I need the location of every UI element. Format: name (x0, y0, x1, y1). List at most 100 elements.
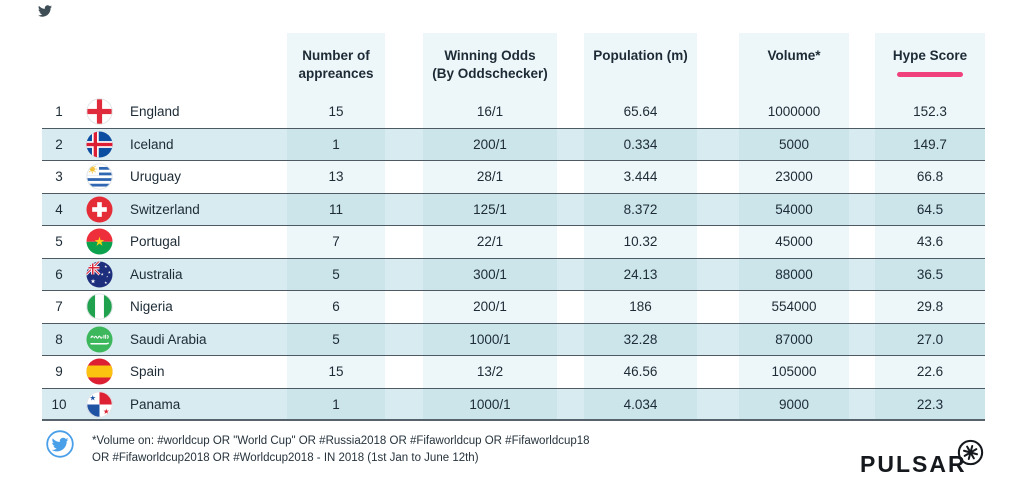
saudi-arabia-flag-icon (85, 324, 113, 355)
odds-cell: 28/1 (476, 169, 504, 184)
country-cell: Saudi Arabia (130, 331, 207, 347)
footnote-line: *Volume on: #worldcup OR "World Cup" OR … (92, 435, 590, 447)
volume-cell: 9000 (778, 396, 810, 412)
appearances-cell: 1 (332, 396, 340, 412)
rank-cell: 4 (55, 201, 63, 217)
column-header-hype: Hype Score (875, 47, 985, 65)
appearances-cell: 15 (328, 364, 344, 379)
hype-cell: 152.3 (913, 104, 947, 119)
population-cell: 24.13 (623, 266, 658, 282)
pulsar-asterisk-icon (957, 439, 984, 471)
rank-cell: 7 (55, 299, 63, 314)
pulsar-logo-text: PULSAR (860, 451, 967, 477)
population-cell: 186 (629, 299, 652, 314)
country-cell: Switzerland (130, 201, 200, 217)
switzerland-flag-icon (85, 194, 113, 225)
appearances-cell: 13 (328, 169, 344, 184)
table-row-saudi-arabia: 8 Saudi Arabia 5 1000/1 32.28 87000 27.0 (42, 323, 985, 356)
table-row-iceland: 2 Iceland 1 200/1 0.334 5000 149.7 (42, 128, 985, 161)
hype-cell: 22.3 (916, 396, 944, 412)
population-cell: 4.034 (623, 396, 658, 412)
rank-cell: 2 (55, 136, 63, 152)
appearances-cell: 7 (332, 234, 340, 249)
table-row-spain: 9 Spain 15 13/2 46.56 105000 22.6 (42, 356, 985, 389)
nigeria-flag-icon (85, 291, 113, 322)
country-cell: Nigeria (130, 299, 173, 314)
australia-flag-icon (85, 259, 113, 290)
volume-cell: 23000 (775, 169, 813, 184)
appearances-cell: 5 (332, 331, 340, 347)
country-cell: Spain (130, 364, 165, 379)
population-cell: 32.28 (623, 331, 658, 347)
volume-cell: 87000 (775, 331, 813, 347)
twitter-circle-icon (46, 430, 74, 463)
column-header-population: Population (m) (584, 47, 697, 65)
rank-cell: 1 (55, 104, 63, 119)
volume-cell: 5000 (778, 136, 810, 152)
panama-flag-icon (85, 389, 113, 420)
footnote-line: OR #Fifaworldcup2018 OR #Worldcup2018 - … (92, 451, 479, 464)
iceland-flag-icon (85, 129, 113, 160)
appearances-cell: 11 (328, 201, 343, 217)
column-band-odds (423, 33, 557, 421)
volume-cell: 88000 (775, 266, 813, 282)
rank-cell: 9 (55, 364, 63, 379)
appearances-cell: 1 (332, 136, 340, 152)
appearances-cell: 6 (332, 299, 340, 314)
volume-cell: 45000 (775, 234, 813, 249)
header-line: Volume* (767, 48, 821, 63)
table-row-england: 1 England 15 16/1 65.64 1000000 152.3 (42, 96, 985, 129)
hype-cell: 27.0 (916, 331, 944, 347)
population-cell: 65.64 (623, 104, 658, 119)
rank-cell: 3 (55, 169, 63, 184)
rank-cell: 5 (55, 234, 63, 249)
country-cell: Iceland (130, 136, 174, 152)
column-header-odds: Winning Odds (By Oddschecker) (423, 47, 557, 83)
volume-cell: 105000 (771, 364, 817, 379)
hype-score-underline (897, 72, 963, 77)
hype-cell: 22.6 (916, 364, 944, 379)
column-header-appearances: Number of appreances (287, 47, 385, 83)
population-cell: 10.32 (623, 234, 658, 249)
hype-cell: 66.8 (916, 169, 944, 184)
country-cell: Australia (130, 266, 183, 282)
ranking-table: 1 England 15 16/1 65.64 1000000 152.3 2 … (42, 96, 985, 421)
rank-cell: 10 (51, 396, 67, 412)
odds-cell: 1000/1 (469, 396, 511, 412)
country-cell: England (130, 104, 180, 119)
volume-cell: 554000 (771, 299, 817, 314)
portugal-flag-icon (85, 226, 113, 257)
header-line: Number of (302, 48, 370, 63)
column-band-population (584, 33, 697, 421)
uruguay-flag-icon (85, 161, 113, 192)
england-flag-icon (85, 96, 113, 127)
hype-cell: 29.8 (916, 299, 944, 314)
column-band-appearances (287, 33, 385, 421)
population-cell: 3.444 (623, 169, 658, 184)
population-cell: 0.334 (623, 136, 658, 152)
table-row-uruguay: 3 Uruguay 13 28/1 3.444 23000 66.8 (42, 161, 985, 194)
country-cell: Uruguay (130, 169, 182, 184)
header-line: (By Oddschecker) (432, 66, 548, 81)
spain-flag-icon (85, 356, 113, 387)
table-row-panama: 10 Panama 1 1000/1 4.034 9000 22.3 (42, 388, 985, 421)
volume-cell: 1000000 (767, 104, 821, 119)
odds-cell: 1000/1 (469, 331, 511, 347)
table-row-australia: 6 Australia 5 300/1 24.13 88000 36.5 (42, 258, 985, 291)
volume-footnote: *Volume on: #worldcup OR "World Cup" OR … (92, 433, 590, 466)
country-cell: Portugal (130, 234, 181, 249)
header-line: appreances (298, 66, 374, 81)
population-cell: 8.372 (623, 201, 658, 217)
table-row-nigeria: 7 Nigeria 6 200/1 186 554000 29.8 (42, 291, 985, 324)
country-cell: Panama (130, 396, 181, 412)
column-header-volume: Volume* (739, 47, 849, 65)
table-row-switzerland: 4 Switzerland 11 125/1 8.372 54000 64.5 (42, 193, 985, 226)
column-band-hype (875, 33, 985, 421)
odds-cell: 16/1 (476, 104, 504, 119)
hype-cell: 149.7 (913, 136, 947, 152)
appearances-cell: 15 (328, 104, 344, 119)
odds-cell: 200/1 (473, 299, 507, 314)
odds-cell: 200/1 (473, 136, 507, 152)
hype-cell: 43.6 (916, 234, 944, 249)
